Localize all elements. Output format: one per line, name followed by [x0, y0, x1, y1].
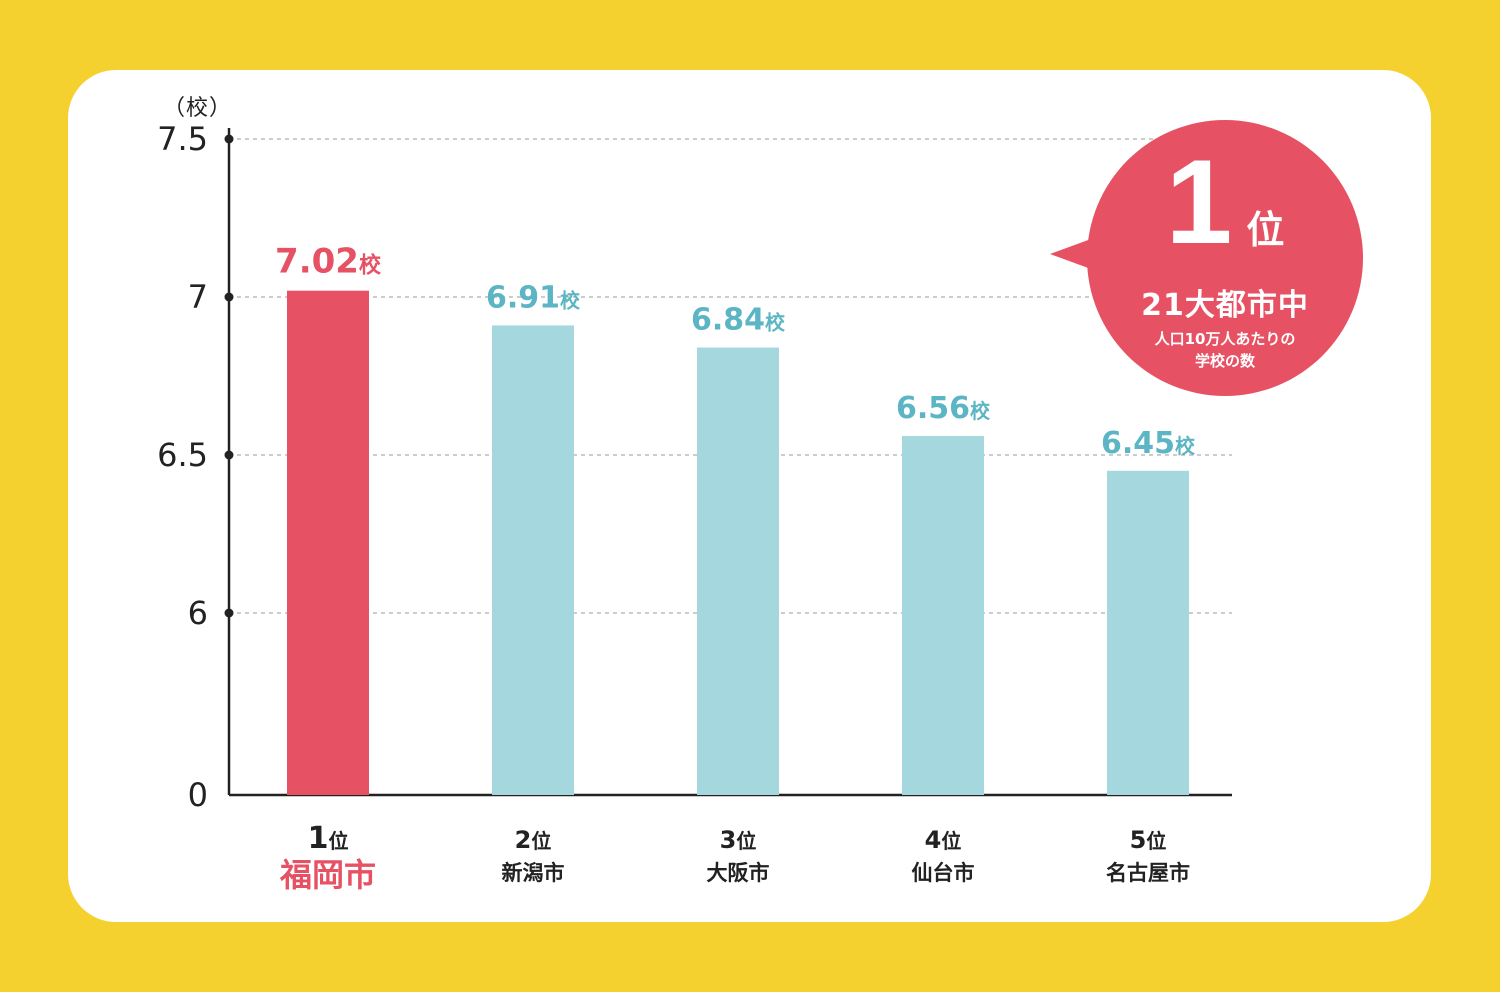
category-rank-suffix: 位	[736, 829, 756, 853]
badge-headline: 21大都市中	[1141, 288, 1309, 323]
category-rank-label: 3位	[720, 826, 757, 854]
bar-value-label: 6.84校	[691, 303, 786, 338]
y-axis-unit-label: （校）	[163, 96, 233, 121]
bar-value-number: 6.56	[896, 391, 970, 426]
y-tick-dot	[224, 292, 234, 302]
y-tick-label: 7	[188, 278, 208, 316]
category-rank-number: 3	[720, 826, 737, 854]
bar	[902, 436, 984, 795]
y-tick-label: 6	[188, 594, 208, 632]
category-rank-suffix: 位	[941, 829, 961, 853]
bar-value-unit: 校	[970, 399, 991, 423]
bar-value-number: 7.02	[275, 242, 359, 282]
badge-subtext-line1: 人口10万人あたりの	[1154, 330, 1296, 348]
category-rank-label: 1位	[308, 821, 349, 856]
badge-rank-number: 1	[1165, 135, 1233, 269]
y-tick-dot	[224, 450, 234, 460]
category-city-label: 新潟市	[502, 861, 565, 885]
category-rank-label: 2位	[515, 826, 552, 854]
category-city-label: 仙台市	[912, 861, 975, 885]
badge-subtext-line2: 学校の数	[1194, 352, 1255, 370]
bar-value-label: 6.91校	[486, 280, 581, 315]
bar	[287, 290, 369, 795]
y-tick-label: 6.5	[157, 436, 208, 474]
bar	[1107, 470, 1189, 795]
y-tick-dot	[224, 608, 234, 618]
bar-value-label: 7.02校	[275, 242, 382, 282]
y-tick-dot	[224, 134, 234, 144]
category-city-label: 名古屋市	[1106, 861, 1190, 885]
bar-value-label: 6.56校	[896, 391, 991, 426]
badge-rank-suffix: 位	[1246, 208, 1285, 252]
bar-value-unit: 校	[560, 288, 581, 312]
category-rank-number: 2	[515, 826, 532, 854]
category-rank-suffix: 位	[328, 829, 348, 853]
y-tick-label: 7.5	[157, 120, 208, 158]
bar-value-label: 6.45校	[1101, 426, 1196, 461]
category-rank-label: 4位	[925, 826, 962, 854]
bar-value-unit: 校	[1175, 434, 1196, 458]
y-tick-label: 0	[188, 776, 208, 814]
bar	[492, 325, 574, 795]
bar-value-number: 6.45	[1101, 426, 1175, 461]
category-city-label: 大阪市	[707, 861, 770, 885]
badge-subtext: 人口10万人あたりの 学校の数	[1127, 328, 1323, 372]
category-rank-number: 5	[1130, 826, 1147, 854]
category-rank-suffix: 位	[1146, 829, 1166, 853]
category-rank-number: 4	[925, 826, 942, 854]
category-rank-label: 5位	[1130, 826, 1167, 854]
category-rank-number: 1	[308, 821, 329, 856]
category-city-label: 福岡市	[279, 856, 376, 894]
bar-value-number: 6.84	[691, 303, 765, 338]
bar-value-unit: 校	[359, 253, 382, 279]
bar-value-number: 6.91	[486, 280, 560, 315]
bar-value-unit: 校	[765, 311, 786, 335]
category-rank-suffix: 位	[531, 829, 551, 853]
bar	[697, 347, 779, 795]
